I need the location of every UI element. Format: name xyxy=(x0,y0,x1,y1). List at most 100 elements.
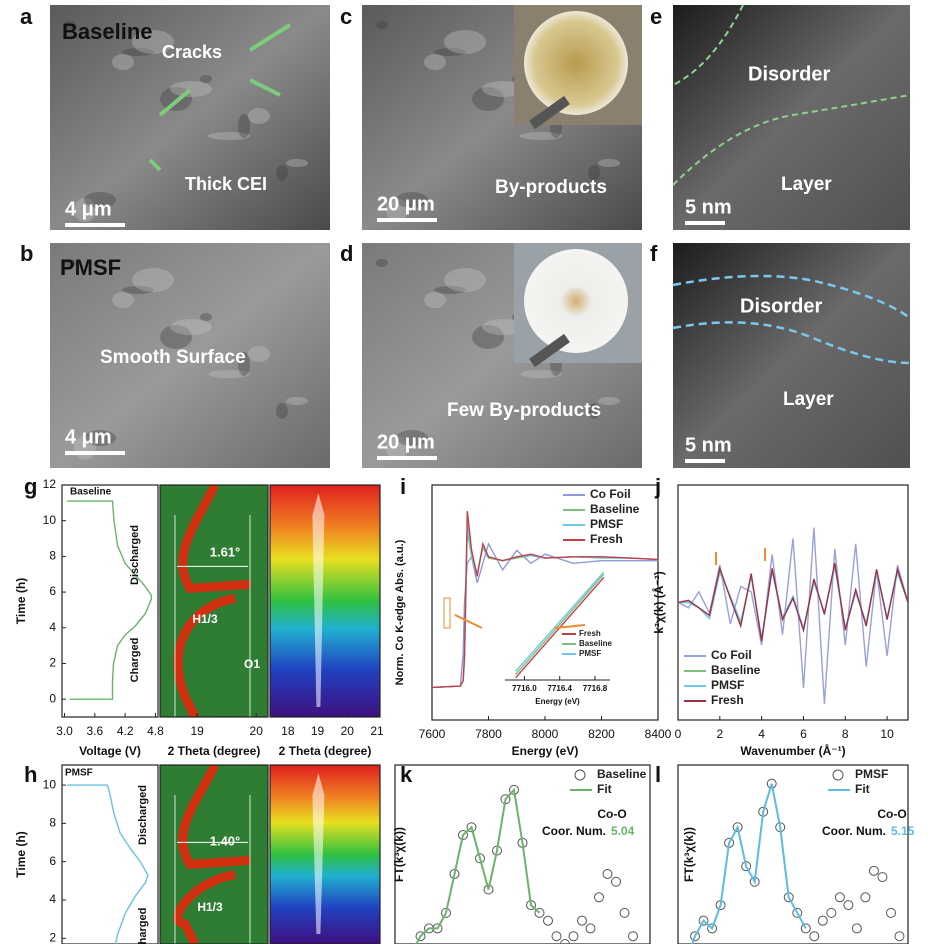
data-point xyxy=(843,900,854,911)
x-tick-label: 19 xyxy=(191,724,205,738)
data-point xyxy=(628,931,638,942)
inset-tweezer xyxy=(529,333,570,368)
y-axis-label: FT(k³χ(k)) xyxy=(682,827,696,882)
texture xyxy=(396,192,428,208)
waterfall-peak xyxy=(312,773,325,934)
data-point xyxy=(800,923,811,934)
plot-frame xyxy=(269,484,381,718)
y-tick-label: 8 xyxy=(49,549,56,563)
annotation: O1 xyxy=(244,657,260,671)
arrow xyxy=(249,78,281,97)
data-point xyxy=(690,931,701,942)
annotation: Baseline xyxy=(70,487,112,498)
data-point xyxy=(577,915,587,926)
x-tick-label: 3.6 xyxy=(86,724,103,738)
image-label: Smooth Surface xyxy=(100,347,246,368)
scale-bar xyxy=(685,459,725,463)
legend-label: Fit xyxy=(597,782,612,796)
y-tick-label: 2 xyxy=(49,930,56,944)
panel-letter: h xyxy=(24,762,37,787)
waterfall-peak xyxy=(312,493,325,707)
y-axis-label: k²χ(k) (Å⁻²) xyxy=(651,571,666,634)
annotation: Co-O xyxy=(877,807,906,821)
data-point xyxy=(877,872,888,883)
y-tick-label: 10 xyxy=(43,777,57,791)
image-label: Baseline xyxy=(62,19,153,44)
image-label: 20 μm xyxy=(377,193,435,215)
y-tick-label: 2 xyxy=(49,656,56,670)
inset-disc xyxy=(524,249,628,353)
y-tick-label: 4 xyxy=(49,892,56,906)
texture xyxy=(598,397,620,405)
arrow xyxy=(454,614,483,629)
annotation: Co-O xyxy=(597,807,626,821)
map-trace xyxy=(178,485,251,594)
annotation: Coor. Num. xyxy=(822,824,886,838)
x-tick-label: 10 xyxy=(880,727,894,741)
image-label: Few By-products xyxy=(447,400,601,421)
data-point xyxy=(466,822,477,833)
y-tick-label: 8 xyxy=(49,816,56,830)
data-line xyxy=(691,783,807,944)
y-tick-label: 12 xyxy=(43,477,57,491)
y-axis-label: Norm. Co K-edge Abs. (a.u.) xyxy=(394,539,406,685)
scale-bar xyxy=(65,451,125,455)
texture xyxy=(386,198,408,222)
texture xyxy=(286,159,308,167)
image-label: PMSF xyxy=(60,255,121,280)
y-axis-label: Time (h) xyxy=(14,831,28,877)
x-tick-label: 0 xyxy=(675,727,682,741)
x-axis-label: Voltage (V) xyxy=(79,744,141,758)
legend-label: PMSF xyxy=(590,517,623,531)
texture xyxy=(200,313,212,321)
inset-tweezer xyxy=(529,95,570,130)
annotation: H1/3 xyxy=(197,900,223,914)
texture xyxy=(208,132,250,140)
plot-frame xyxy=(394,764,651,944)
texture xyxy=(84,430,116,446)
texture xyxy=(276,165,288,181)
texture xyxy=(520,132,562,140)
texture xyxy=(434,286,466,294)
panel-letter: f xyxy=(650,241,658,266)
data-point xyxy=(568,931,579,942)
x-tick-label: 7800 xyxy=(475,727,502,741)
image-label: By-products xyxy=(495,177,607,198)
annotation: Coor. Num. xyxy=(542,824,606,838)
data-line xyxy=(415,787,541,944)
map-trace xyxy=(173,593,236,717)
micrograph xyxy=(673,243,910,468)
panel-letter: i xyxy=(400,474,406,499)
x-tick-label: 4.2 xyxy=(117,724,134,738)
inset-disc xyxy=(524,11,628,115)
x-tick-label: 7716.8 xyxy=(583,684,608,693)
legend-symbol xyxy=(832,769,844,781)
legend-label: Baseline xyxy=(711,663,761,677)
texture xyxy=(376,21,388,29)
data-point xyxy=(885,907,896,918)
x-axis-label: 2 Theta (degree) xyxy=(279,744,372,758)
texture xyxy=(170,319,212,335)
y-tick-label: 0 xyxy=(49,691,56,705)
panel-letter: e xyxy=(650,4,662,29)
x-axis-label: Wavenumber (Å⁻¹) xyxy=(740,743,845,758)
data-point xyxy=(851,923,862,934)
texture xyxy=(170,81,212,97)
data-point xyxy=(619,907,630,918)
legend-label: Baseline xyxy=(597,767,647,781)
image-label: 5 nm xyxy=(685,434,732,456)
data-point xyxy=(698,915,709,926)
map-trace xyxy=(173,869,236,944)
data-point xyxy=(707,923,718,934)
texture xyxy=(238,114,250,138)
image-label: 20 μm xyxy=(377,431,435,453)
legend-label: PMSF xyxy=(855,767,888,781)
data-point xyxy=(741,861,752,872)
x-tick-label: 3.0 xyxy=(56,724,73,738)
panel-letter: k xyxy=(400,762,413,787)
arrow xyxy=(158,88,192,117)
texture xyxy=(386,436,408,460)
data-point xyxy=(894,931,905,942)
legend-label: Fit xyxy=(855,782,870,796)
texture xyxy=(208,370,250,378)
